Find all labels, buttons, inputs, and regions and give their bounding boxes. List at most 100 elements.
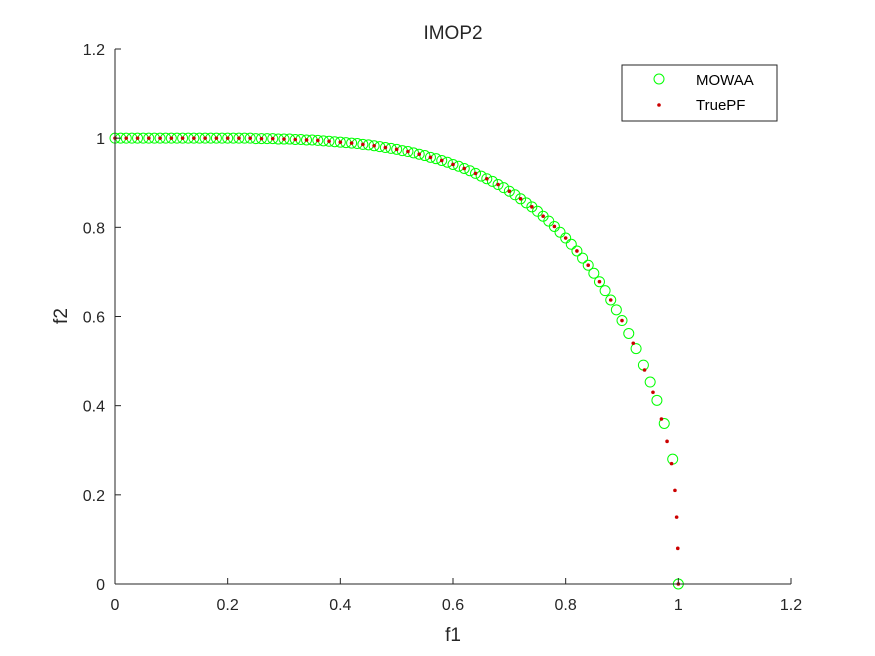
y-axis-label: f2 bbox=[51, 308, 72, 324]
truepf-point bbox=[192, 136, 196, 140]
mowaa-point bbox=[210, 132, 222, 144]
x-axis-label: f1 bbox=[445, 625, 461, 646]
mowaa-point bbox=[284, 133, 296, 145]
truepf-point bbox=[669, 461, 674, 466]
legend-marker-mowaa bbox=[653, 73, 665, 85]
mowaa-point bbox=[637, 359, 649, 371]
truepf-point bbox=[124, 136, 129, 140]
mowaa-point bbox=[278, 133, 290, 145]
truepf-point bbox=[270, 136, 275, 141]
mowaa-point bbox=[216, 132, 228, 144]
mowaa-point bbox=[148, 132, 160, 144]
truepf-point bbox=[674, 515, 679, 519]
truepf-point bbox=[675, 546, 680, 551]
x-tick-label: 1 bbox=[674, 597, 683, 614]
y-tick-label: 0.4 bbox=[83, 399, 105, 416]
mowaa-point bbox=[623, 327, 635, 339]
mowaa-point bbox=[565, 238, 577, 250]
mowaa-point bbox=[261, 133, 273, 145]
chart-title: IMOP2 bbox=[423, 23, 482, 44]
mowaa-point bbox=[526, 201, 538, 213]
mowaa-point bbox=[458, 162, 470, 174]
truepf-point bbox=[462, 166, 467, 171]
mowaa-point bbox=[509, 189, 521, 201]
mowaa-point bbox=[470, 167, 482, 179]
mowaa-point bbox=[233, 132, 245, 144]
truepf-point bbox=[597, 279, 602, 284]
truepf-point bbox=[282, 137, 286, 141]
mowaa-point bbox=[413, 148, 425, 160]
mowaa-point bbox=[244, 132, 256, 144]
truepf-point bbox=[383, 145, 388, 150]
truepf-point bbox=[563, 236, 568, 240]
mowaa-point bbox=[402, 146, 414, 158]
legend-label-mowaa: MOWAA bbox=[696, 72, 754, 89]
mowaa-point bbox=[605, 294, 617, 306]
mowaa-point bbox=[239, 132, 251, 144]
truepf-point bbox=[394, 147, 399, 152]
mowaa-point bbox=[379, 142, 391, 154]
mowaa-point bbox=[194, 132, 205, 144]
truepf-point bbox=[665, 439, 669, 444]
mowaa-point bbox=[560, 232, 572, 244]
y-tick-label: 0.8 bbox=[83, 220, 105, 237]
truepf-point bbox=[507, 189, 512, 194]
mowaa-point bbox=[323, 135, 335, 147]
mowaa-point bbox=[498, 182, 510, 194]
mowaa-point bbox=[424, 151, 436, 163]
truepf-point bbox=[327, 139, 331, 144]
series-mowaa bbox=[109, 132, 684, 590]
plot-area bbox=[109, 132, 684, 590]
legend-marker-truepf bbox=[657, 103, 661, 107]
legend-label-truepf: TruePF bbox=[696, 97, 745, 114]
y-tick-label: 1.2 bbox=[83, 42, 105, 59]
mowaa-point bbox=[419, 150, 431, 162]
truepf-point bbox=[485, 176, 489, 181]
truepf-point bbox=[372, 143, 376, 148]
truepf-point bbox=[439, 158, 444, 163]
y-tick-label: 0 bbox=[96, 577, 105, 594]
mowaa-point bbox=[222, 132, 234, 144]
truepf-point bbox=[361, 142, 365, 147]
mowaa-point bbox=[267, 133, 279, 145]
mowaa-point bbox=[447, 158, 459, 170]
truepf-point bbox=[225, 136, 230, 140]
mowaa-point bbox=[346, 137, 358, 149]
mowaa-point bbox=[255, 133, 267, 145]
mowaa-point bbox=[593, 276, 605, 288]
mowaa-point bbox=[137, 132, 149, 144]
truepf-point bbox=[673, 488, 677, 493]
mowaa-point bbox=[165, 132, 177, 144]
truepf-point bbox=[147, 136, 151, 140]
truepf-point bbox=[428, 155, 433, 160]
x-tick-label: 1.2 bbox=[780, 597, 802, 614]
mowaa-point bbox=[205, 132, 217, 144]
mowaa-point bbox=[199, 132, 211, 144]
truepf-point bbox=[620, 318, 624, 323]
mowaa-point bbox=[436, 154, 448, 166]
x-tick-label: 0.4 bbox=[329, 597, 351, 614]
mowaa-point bbox=[334, 136, 346, 148]
truepf-point bbox=[349, 141, 354, 145]
mowaa-point bbox=[154, 132, 166, 144]
mowaa-point bbox=[340, 137, 352, 149]
mowaa-point bbox=[317, 135, 329, 147]
mowaa-point bbox=[143, 132, 155, 144]
mowaa-point bbox=[368, 140, 380, 152]
truepf-point bbox=[586, 263, 590, 268]
x-tick-label: 0 bbox=[111, 597, 120, 614]
mowaa-point bbox=[160, 132, 172, 144]
truepf-point bbox=[248, 136, 252, 140]
mowaa-point bbox=[357, 138, 369, 150]
x-tick-label: 0.8 bbox=[555, 597, 577, 614]
legend-box bbox=[621, 64, 778, 122]
truepf-point bbox=[406, 149, 410, 154]
series-truepf bbox=[113, 136, 681, 586]
truepf-point bbox=[259, 136, 264, 141]
mowaa-point bbox=[182, 132, 194, 144]
truepf-point bbox=[541, 214, 545, 218]
mowaa-point bbox=[177, 132, 189, 144]
truepf-point bbox=[135, 136, 140, 140]
y-tick-label: 0.2 bbox=[83, 488, 105, 505]
